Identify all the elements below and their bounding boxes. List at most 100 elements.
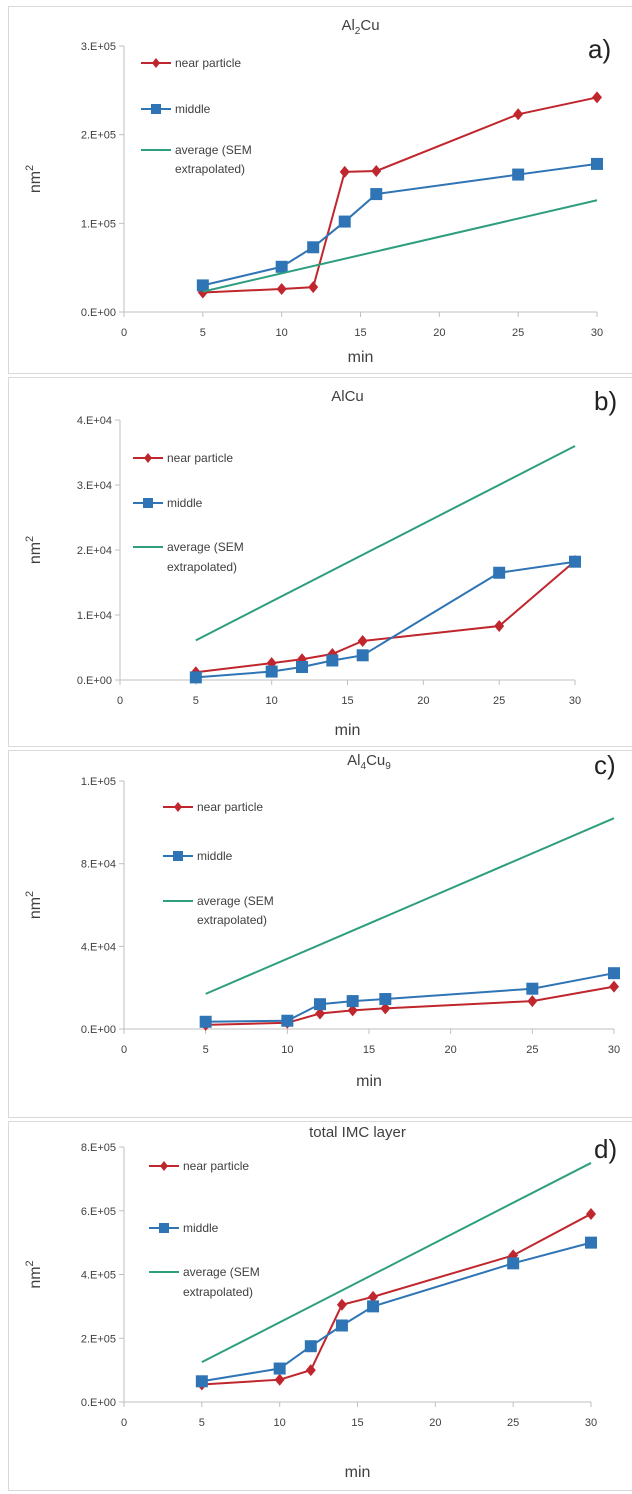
series-line-average — [205, 817, 615, 995]
y-axis-label-sup: 2 — [24, 165, 36, 171]
chart-title: AlCu — [331, 388, 364, 405]
series-line-middle — [202, 162, 598, 287]
legend-label-average: average (SEM — [197, 894, 274, 908]
chart-title-part: Al — [347, 752, 360, 769]
y-tick-label: 2.E+05 — [81, 130, 116, 142]
data-point-near-particle — [357, 635, 368, 647]
y-tick-label: 4.E+05 — [81, 1270, 116, 1282]
data-point-middle — [281, 1014, 294, 1027]
x-tick-label: 15 — [341, 695, 353, 707]
x-tick-label: 5 — [193, 695, 199, 707]
x-tick-label: 20 — [417, 695, 429, 707]
chart-panel-b: 0.E+00 1.E+04 2.E+04 3.E+04 4.E+04 0 5 10 15 20 25… — [0, 377, 632, 747]
chart-title-part: 4 — [361, 761, 367, 772]
panel-border — [8, 6, 632, 374]
data-point-middle — [379, 993, 392, 1006]
series-line-average — [195, 445, 576, 642]
data-point-near-particle — [586, 1207, 596, 1220]
x-tick-label: 10 — [266, 695, 278, 707]
legend-label-near-particle: near particle — [197, 800, 263, 814]
data-point-middle — [370, 188, 383, 201]
data-point-near-particle — [494, 620, 505, 633]
y-axis-label: nm2 — [24, 891, 44, 919]
y-tick-label: 0.E+00 — [77, 675, 112, 687]
x-tick-label: 0 — [121, 327, 127, 339]
y-tick-label: 8.E+05 — [81, 1142, 116, 1154]
chart-title-part: Cu — [360, 17, 379, 34]
legend-label-average: average (SEM — [167, 540, 244, 554]
series-line-middle — [195, 560, 576, 679]
x-tick-label: 20 — [445, 1044, 457, 1056]
data-point-middle — [608, 967, 620, 980]
data-point-middle — [314, 998, 326, 1011]
legend-label-average: average (SEM — [175, 143, 252, 157]
y-axis-label-base: nm — [27, 897, 44, 919]
legend-marker-middle — [151, 104, 161, 114]
x-tick-label: 25 — [512, 327, 524, 339]
chart-svg-c: 0.E+00 4.E+04 8.E+04 1.E+05 0 5 10 15 20 25 30 Al4C… — [24, 750, 620, 1090]
data-point-middle — [265, 665, 278, 678]
series-line-near-particle — [202, 96, 598, 294]
data-point-near-particle — [315, 1007, 325, 1020]
x-tick-label: 15 — [354, 327, 366, 339]
x-axis-label: min — [345, 1464, 371, 1481]
legend-label-average-cont: extrapolated) — [183, 1285, 253, 1299]
data-point-near-particle — [336, 1298, 347, 1311]
chart-title: Al4Cu9 — [347, 752, 391, 772]
panel-letter: b) — [594, 386, 617, 416]
chart-svg-a: 0.E+001.E+052.E+053.E+050 5 10 15 20 25 30Al2C… — [24, 17, 611, 366]
chart-title: total IMC layer — [309, 1124, 406, 1141]
y-axis-label-base: nm — [27, 1266, 44, 1288]
data-point-middle — [307, 241, 320, 254]
data-point-middle — [512, 168, 525, 181]
data-point-middle — [493, 566, 506, 579]
legend-marker-near-particle — [152, 58, 160, 68]
panel-letter: a) — [588, 34, 611, 64]
data-point-near-particle — [380, 1002, 391, 1015]
chart-title-part: 2 — [355, 26, 361, 37]
data-point-middle — [199, 1015, 212, 1028]
y-axis-label-sup: 2 — [24, 1260, 36, 1266]
data-point-middle — [296, 661, 308, 673]
y-axis-label: nm2 — [24, 1260, 44, 1288]
data-point-near-particle — [609, 980, 619, 993]
legend-label-average-cont: extrapolated) — [197, 913, 267, 927]
x-tick-label: 10 — [274, 1417, 286, 1429]
series-line-near-particle — [205, 985, 615, 1026]
legend-label-near-particle: near particle — [175, 56, 241, 70]
legend-label-average: average (SEM — [183, 1265, 260, 1279]
legend-marker-near-particle — [144, 453, 152, 463]
data-point-middle — [326, 654, 339, 667]
y-tick-label: 2.E+05 — [81, 1333, 116, 1345]
panel-border — [8, 750, 632, 1118]
y-tick-label: 4.E+04 — [81, 941, 116, 953]
x-tick-label: 10 — [276, 327, 288, 339]
y-tick-label: 0.E+00 — [81, 1024, 116, 1036]
data-point-middle — [585, 1236, 597, 1249]
x-axis-label: min — [356, 1073, 382, 1090]
x-tick-label: 5 — [200, 327, 206, 339]
x-tick-label: 0 — [121, 1044, 127, 1056]
series-line-near-particle — [195, 560, 576, 674]
y-axis-label-sup: 2 — [24, 891, 36, 897]
y-tick-label: 3.E+05 — [81, 41, 116, 53]
chart-panel-a: 0.E+00 1.E+05 2.E+05 3.E+05 0 5 10 15 20 25 30 Al2C… — [0, 6, 632, 374]
y-tick-label: 8.E+04 — [81, 859, 116, 871]
data-point-near-particle — [339, 165, 350, 178]
x-tick-label: 25 — [526, 1044, 538, 1056]
y-tick-label: 0.E+00 — [81, 1397, 116, 1409]
data-point-middle — [273, 1362, 286, 1375]
y-tick-label: 1.E+05 — [81, 218, 116, 230]
series-line-average — [201, 1162, 592, 1364]
legend-label-middle: middle — [175, 102, 211, 116]
chart-svg-d: 0.E+00 2.E+05 4.E+05 6.E+05 8.E+05 0 5 10 15 20 25… — [24, 1124, 617, 1481]
data-point-near-particle — [308, 281, 319, 294]
y-axis-label: nm2 — [24, 536, 44, 564]
y-axis-label-sup: 2 — [24, 536, 36, 542]
x-tick-label: 30 — [591, 327, 603, 339]
legend-marker-middle — [143, 498, 153, 508]
data-point-middle — [195, 1375, 208, 1388]
x-tick-label: 5 — [199, 1417, 205, 1429]
legend-marker-near-particle — [160, 1161, 168, 1171]
legend-label-near-particle: near particle — [167, 451, 233, 465]
